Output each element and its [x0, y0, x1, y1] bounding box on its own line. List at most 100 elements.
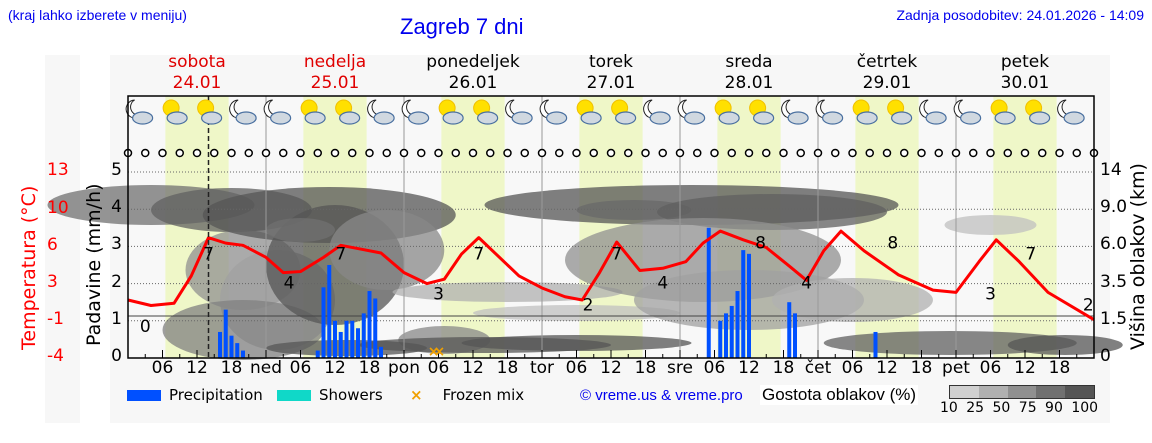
time-tick-label: 18	[220, 358, 243, 378]
calm-wind-icon	[399, 148, 409, 158]
time-tick-label: 06	[979, 358, 1002, 378]
calm-wind-icon	[537, 148, 547, 158]
precipitation-bar	[344, 320, 349, 358]
temperature-tick: 3	[47, 272, 58, 292]
calm-wind-icon	[710, 148, 719, 158]
cloud-icon	[270, 111, 292, 125]
cloud-icon	[615, 111, 637, 125]
calm-wind-icon	[520, 148, 529, 158]
cloud-icon	[1063, 111, 1085, 125]
temperature-tick: 6	[47, 235, 58, 255]
temperature-value: 2	[583, 295, 594, 315]
calm-wind-icon	[917, 148, 926, 158]
cloud-height-tick: 14	[1100, 160, 1122, 180]
precipitation-bar	[361, 313, 366, 358]
day-date: 25.01	[310, 73, 360, 93]
cloud-icon	[201, 111, 223, 125]
precipitation-bar	[787, 302, 792, 358]
calm-wind-icon	[1003, 148, 1012, 158]
cloud-icon	[684, 111, 706, 125]
cloud-icon	[649, 111, 671, 125]
temperature-value: 7	[203, 245, 214, 265]
calm-wind-icon	[434, 148, 443, 158]
time-tick-label: 12	[876, 358, 898, 378]
temp-axis-panel	[45, 55, 80, 423]
precipitation-bar	[718, 320, 723, 358]
calm-wind-icon	[175, 148, 184, 158]
calm-wind-icon	[1072, 148, 1081, 158]
cloud-height-axis-label: Višina oblakov (km)	[1127, 163, 1149, 350]
day-name: sobota	[168, 52, 226, 72]
temperature-tick: 13	[47, 160, 69, 180]
cloud-icon	[925, 111, 947, 125]
calm-wind-icon	[882, 148, 892, 158]
legend-precipitation-label: Precipitation	[169, 386, 263, 404]
legend-showers: Showers	[277, 386, 383, 404]
temperature-value: 8	[755, 234, 766, 254]
cloud-icon	[960, 111, 982, 125]
precipitation-bar	[747, 253, 751, 358]
cloud-icon	[753, 111, 775, 125]
precipitation-tick: 5	[111, 160, 122, 180]
day-label: sreda 28.01	[680, 52, 818, 94]
precipitation-bar	[367, 291, 372, 358]
time-tick-label: pon	[388, 358, 420, 378]
calm-wind-icon	[141, 148, 150, 158]
time-tick-label: 06	[703, 358, 726, 378]
temperature-value: 7	[1025, 245, 1036, 265]
time-tick-label: 18	[772, 358, 795, 378]
precipitation-bar	[350, 320, 355, 358]
calm-wind-icon	[244, 148, 253, 158]
time-tick-label: 18	[496, 358, 519, 378]
legend-frozen-label: Frozen mix	[442, 386, 525, 404]
legend-precipitation: Precipitation	[127, 386, 263, 404]
calm-wind-icon	[796, 148, 805, 158]
calm-wind-icon	[1038, 148, 1047, 158]
calm-wind-icon	[451, 148, 460, 158]
calm-wind-icon	[227, 148, 236, 158]
calm-wind-icon	[417, 148, 426, 158]
calm-wind-icon	[589, 148, 598, 158]
temperature-value: 2	[1083, 295, 1094, 315]
cloud-icon	[994, 111, 1016, 125]
calm-wind-icon	[261, 148, 271, 158]
cloud-icon	[891, 111, 913, 125]
day-date: 26.01	[448, 73, 498, 93]
temperature-value: 8	[887, 234, 898, 254]
cloud-icon	[856, 111, 878, 125]
calm-wind-icon	[969, 148, 978, 158]
cloud-density-blob	[266, 218, 335, 242]
calm-wind-icon	[762, 148, 771, 158]
calm-wind-icon	[365, 148, 374, 158]
precipitation-bar	[218, 331, 222, 358]
day-name: sreda	[725, 52, 773, 72]
calm-wind-icon	[831, 148, 840, 158]
calm-wind-icon	[486, 148, 495, 158]
time-tick-label: sre	[667, 358, 693, 378]
legend-frozen-mix: × Frozen mix	[410, 386, 524, 404]
time-tick-label: 12	[186, 358, 208, 378]
cloud-icon	[546, 111, 568, 125]
calm-wind-icon	[951, 148, 961, 158]
location-hint: (kraj lahko izberete v meniju)	[8, 7, 187, 23]
calm-wind-icon	[382, 148, 391, 158]
calm-wind-icon	[693, 148, 702, 158]
cloud-height-tick: 0	[1100, 346, 1111, 366]
precipitation-swatch	[127, 389, 161, 401]
time-tick-label: tor	[529, 358, 555, 378]
calm-wind-icon	[727, 148, 736, 158]
precipitation-bar	[356, 328, 360, 358]
calm-wind-icon	[330, 148, 340, 158]
precipitation-tick: 4	[111, 197, 122, 218]
precipitation-bar	[706, 227, 711, 358]
calm-wind-icon	[900, 148, 909, 158]
precipitation-bar	[223, 309, 228, 358]
precipitation-bar	[321, 287, 326, 358]
daylight-band	[441, 96, 505, 358]
cloud-density-label: Gostota oblakov (%)	[760, 385, 919, 405]
temperature-axis-label: Temperatura (°C)	[18, 185, 40, 350]
day-name: ponedeljek	[426, 52, 520, 72]
calm-wind-icon	[641, 148, 650, 158]
credit-link[interactable]: © vreme.us & vreme.pro	[580, 387, 743, 404]
temperature-tick: -4	[47, 346, 64, 366]
